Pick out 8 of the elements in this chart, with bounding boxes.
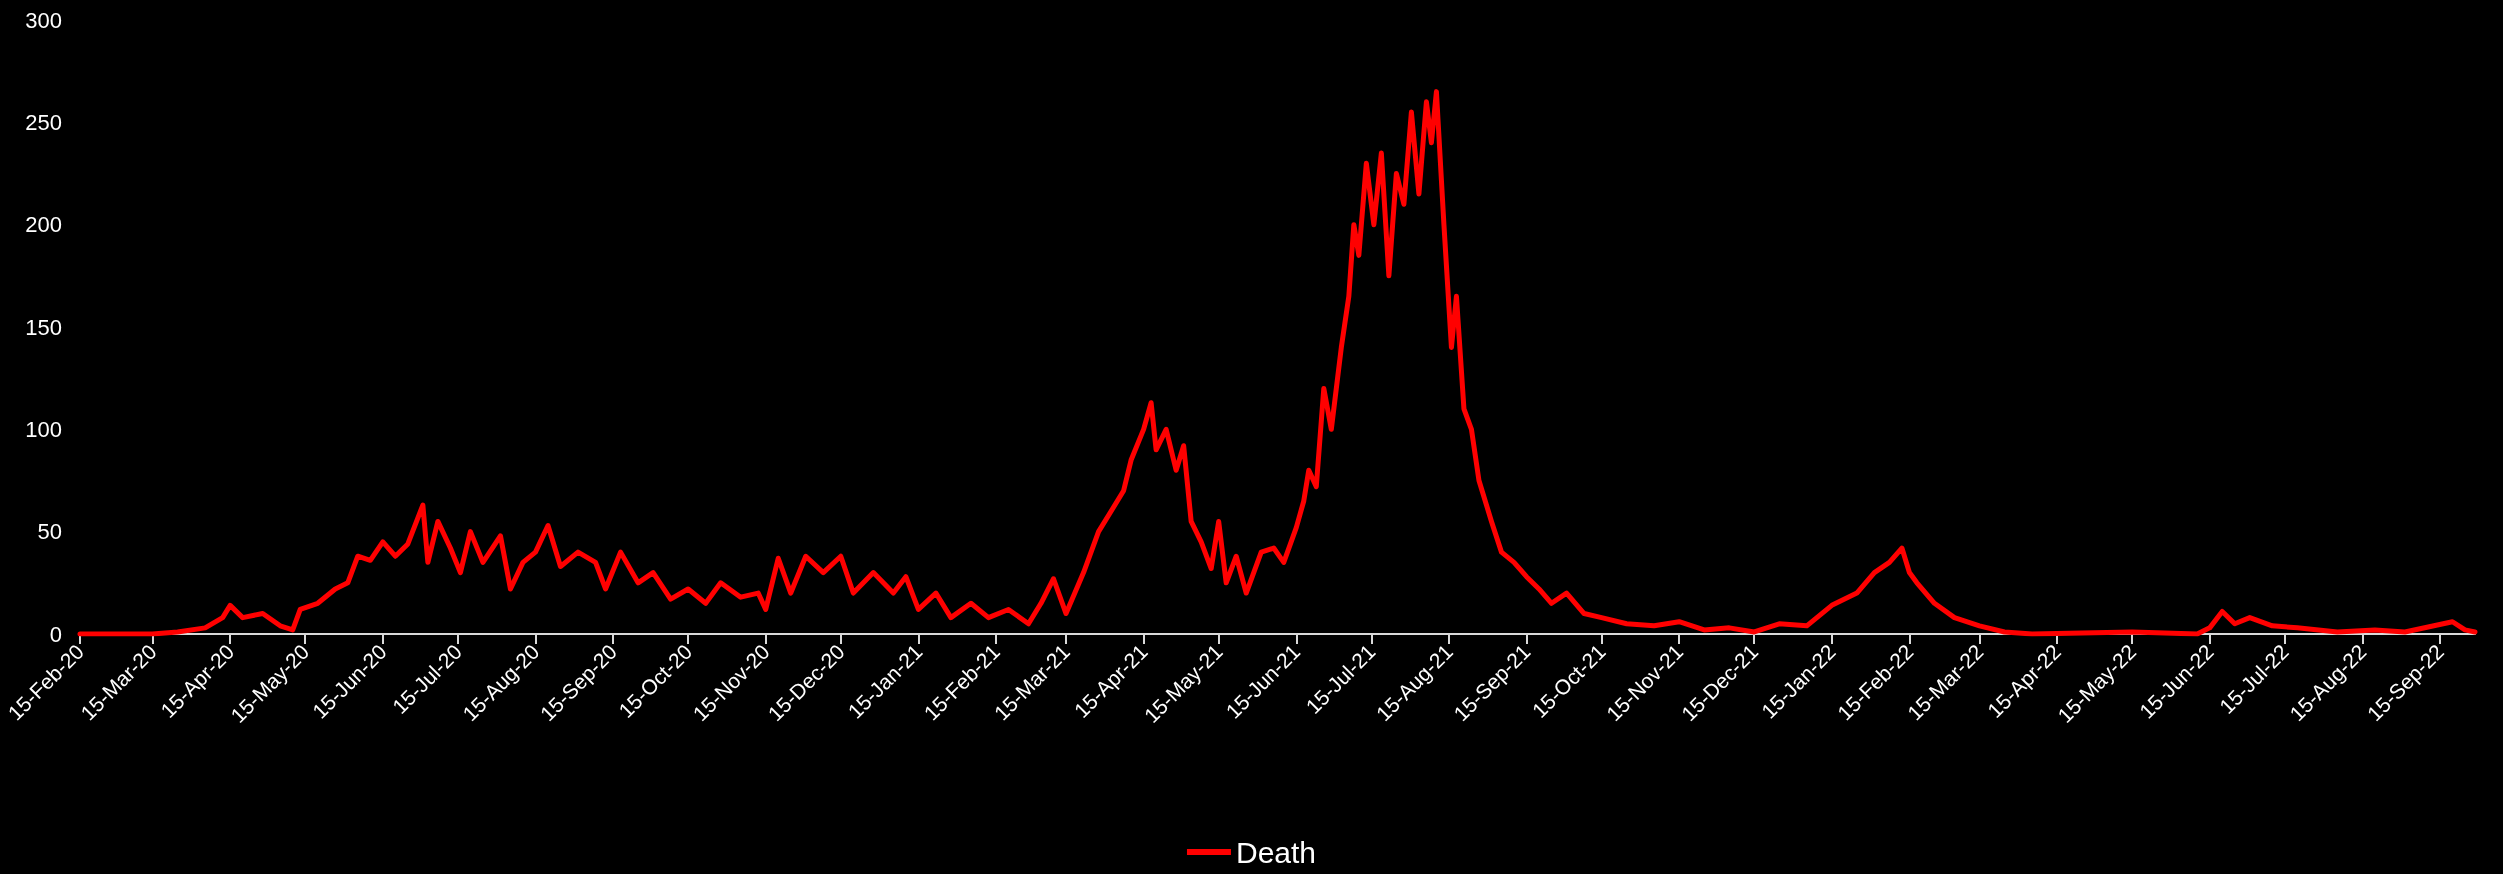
- y-tick-label: 0: [49, 621, 62, 647]
- y-tick-label: 300: [25, 7, 62, 33]
- legend-label: Death: [1235, 835, 1317, 869]
- y-tick-label: 50: [37, 519, 62, 545]
- y-tick-label: 250: [25, 109, 62, 135]
- y-tick-label: 150: [25, 314, 62, 340]
- y-tick-label: 200: [25, 212, 62, 238]
- y-tick-label: 100: [25, 416, 62, 442]
